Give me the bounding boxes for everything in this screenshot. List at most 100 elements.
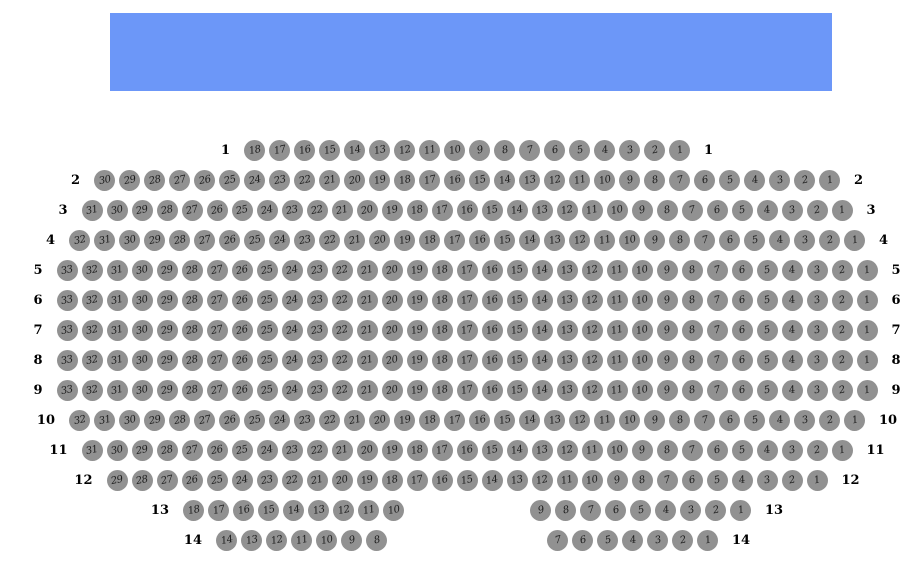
seat[interactable]: 25 (256, 379, 278, 401)
seat[interactable]: 16 (469, 229, 490, 251)
seat[interactable]: 8 (555, 499, 576, 521)
seat[interactable]: 12 (581, 259, 603, 281)
seat[interactable]: 18 (431, 349, 453, 371)
seat[interactable]: 1 (844, 409, 865, 431)
seat[interactable]: 3 (794, 229, 815, 251)
seat[interactable]: 31 (94, 229, 115, 251)
seat[interactable]: 27 (181, 439, 203, 461)
seat[interactable]: 20 (381, 289, 403, 311)
seat[interactable]: 13 (506, 469, 528, 491)
seat[interactable]: 9 (656, 289, 678, 311)
seat[interactable]: 13 (556, 319, 578, 341)
seat[interactable]: 20 (369, 409, 390, 431)
seat[interactable]: 32 (81, 289, 103, 311)
seat[interactable]: 16 (481, 289, 503, 311)
seat[interactable]: 5 (756, 319, 778, 341)
seat[interactable]: 20 (356, 199, 378, 221)
seat[interactable]: 29 (131, 439, 153, 461)
seat[interactable]: 12 (581, 319, 603, 341)
seat[interactable]: 33 (56, 379, 78, 401)
seat[interactable]: 33 (56, 319, 78, 341)
seat[interactable]: 1 (669, 139, 690, 161)
seat[interactable]: 11 (606, 379, 628, 401)
seat[interactable]: 28 (131, 469, 153, 491)
seat[interactable]: 12 (569, 229, 590, 251)
seat[interactable]: 15 (506, 259, 528, 281)
seat[interactable]: 24 (281, 349, 303, 371)
seat[interactable]: 8 (681, 349, 703, 371)
seat[interactable]: 7 (519, 139, 540, 161)
seat[interactable]: 22 (331, 379, 353, 401)
seat[interactable]: 22 (319, 229, 340, 251)
seat[interactable]: 3 (781, 439, 803, 461)
seat[interactable]: 12 (581, 289, 603, 311)
seat[interactable]: 21 (344, 229, 365, 251)
seat[interactable]: 18 (183, 499, 204, 521)
seat[interactable]: 14 (216, 529, 237, 551)
seat[interactable]: 23 (281, 199, 303, 221)
seat[interactable]: 13 (531, 439, 553, 461)
seat[interactable]: 15 (494, 229, 515, 251)
seat[interactable]: 27 (206, 259, 228, 281)
seat[interactable]: 18 (244, 139, 265, 161)
seat[interactable]: 26 (206, 439, 228, 461)
seat[interactable]: 2 (831, 319, 853, 341)
seat[interactable]: 7 (706, 259, 728, 281)
seat[interactable]: 3 (806, 349, 828, 371)
seat[interactable]: 28 (181, 349, 203, 371)
seat[interactable]: 31 (81, 199, 103, 221)
seat[interactable]: 18 (431, 259, 453, 281)
seat[interactable]: 9 (644, 229, 665, 251)
seat[interactable]: 31 (94, 409, 115, 431)
seat[interactable]: 27 (206, 289, 228, 311)
seat[interactable]: 26 (231, 259, 253, 281)
seat[interactable]: 7 (547, 529, 568, 551)
seat[interactable]: 3 (806, 289, 828, 311)
seat[interactable]: 10 (383, 499, 404, 521)
seat[interactable]: 16 (481, 349, 503, 371)
seat[interactable]: 30 (131, 259, 153, 281)
seat[interactable]: 19 (381, 199, 403, 221)
seat[interactable]: 15 (506, 289, 528, 311)
seat[interactable]: 7 (706, 319, 728, 341)
seat[interactable]: 26 (219, 409, 240, 431)
seat[interactable]: 13 (308, 499, 329, 521)
seat[interactable]: 24 (244, 169, 265, 191)
seat[interactable]: 4 (781, 289, 803, 311)
seat[interactable]: 14 (506, 199, 528, 221)
seat[interactable]: 8 (494, 139, 515, 161)
seat[interactable]: 10 (606, 199, 628, 221)
seat[interactable]: 22 (306, 439, 328, 461)
seat[interactable]: 29 (144, 229, 165, 251)
seat[interactable]: 12 (531, 469, 553, 491)
seat[interactable]: 15 (506, 319, 528, 341)
seat[interactable]: 9 (341, 529, 362, 551)
seat[interactable]: 19 (369, 169, 390, 191)
seat[interactable]: 16 (444, 169, 465, 191)
seat[interactable]: 17 (269, 139, 290, 161)
seat[interactable]: 13 (544, 409, 565, 431)
seat[interactable]: 28 (169, 229, 190, 251)
seat[interactable]: 11 (581, 439, 603, 461)
seat[interactable]: 8 (366, 529, 387, 551)
seat[interactable]: 5 (756, 289, 778, 311)
seat[interactable]: 19 (406, 289, 428, 311)
seat[interactable]: 6 (719, 229, 740, 251)
seat[interactable]: 3 (781, 199, 803, 221)
seat[interactable]: 17 (444, 229, 465, 251)
seat[interactable]: 11 (594, 229, 615, 251)
seat[interactable]: 17 (456, 349, 478, 371)
seat[interactable]: 13 (556, 349, 578, 371)
seat[interactable]: 9 (530, 499, 551, 521)
seat[interactable]: 17 (208, 499, 229, 521)
seat[interactable]: 4 (781, 349, 803, 371)
seat[interactable]: 14 (519, 229, 540, 251)
seat[interactable]: 32 (81, 379, 103, 401)
seat[interactable]: 5 (597, 529, 618, 551)
seat[interactable]: 14 (531, 379, 553, 401)
seat[interactable]: 13 (556, 289, 578, 311)
seat[interactable]: 3 (794, 409, 815, 431)
seat[interactable]: 3 (619, 139, 640, 161)
seat[interactable]: 4 (781, 319, 803, 341)
seat[interactable]: 4 (756, 439, 778, 461)
